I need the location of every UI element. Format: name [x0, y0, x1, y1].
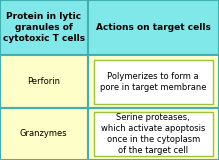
Text: Serine proteases,
which activate apoptosis
once in the cytoplasm
of the target c: Serine proteases, which activate apoptos…	[101, 113, 205, 155]
Text: Perforin: Perforin	[27, 77, 60, 86]
Bar	[0, 0, 88, 55]
Text: Granzymes: Granzymes	[20, 129, 68, 139]
Bar	[88, 108, 219, 160]
Bar	[94, 112, 213, 156]
Bar	[88, 55, 219, 108]
Text: Actions on target cells: Actions on target cells	[96, 23, 211, 32]
Text: Protein in lytic
granules of
cytotoxic T cells: Protein in lytic granules of cytotoxic T…	[3, 12, 85, 43]
Bar	[0, 55, 88, 108]
Bar	[94, 60, 213, 104]
Bar	[88, 0, 219, 55]
Text: Polymerizes to form a
pore in target membrane: Polymerizes to form a pore in target mem…	[100, 72, 207, 92]
Bar	[0, 108, 88, 160]
